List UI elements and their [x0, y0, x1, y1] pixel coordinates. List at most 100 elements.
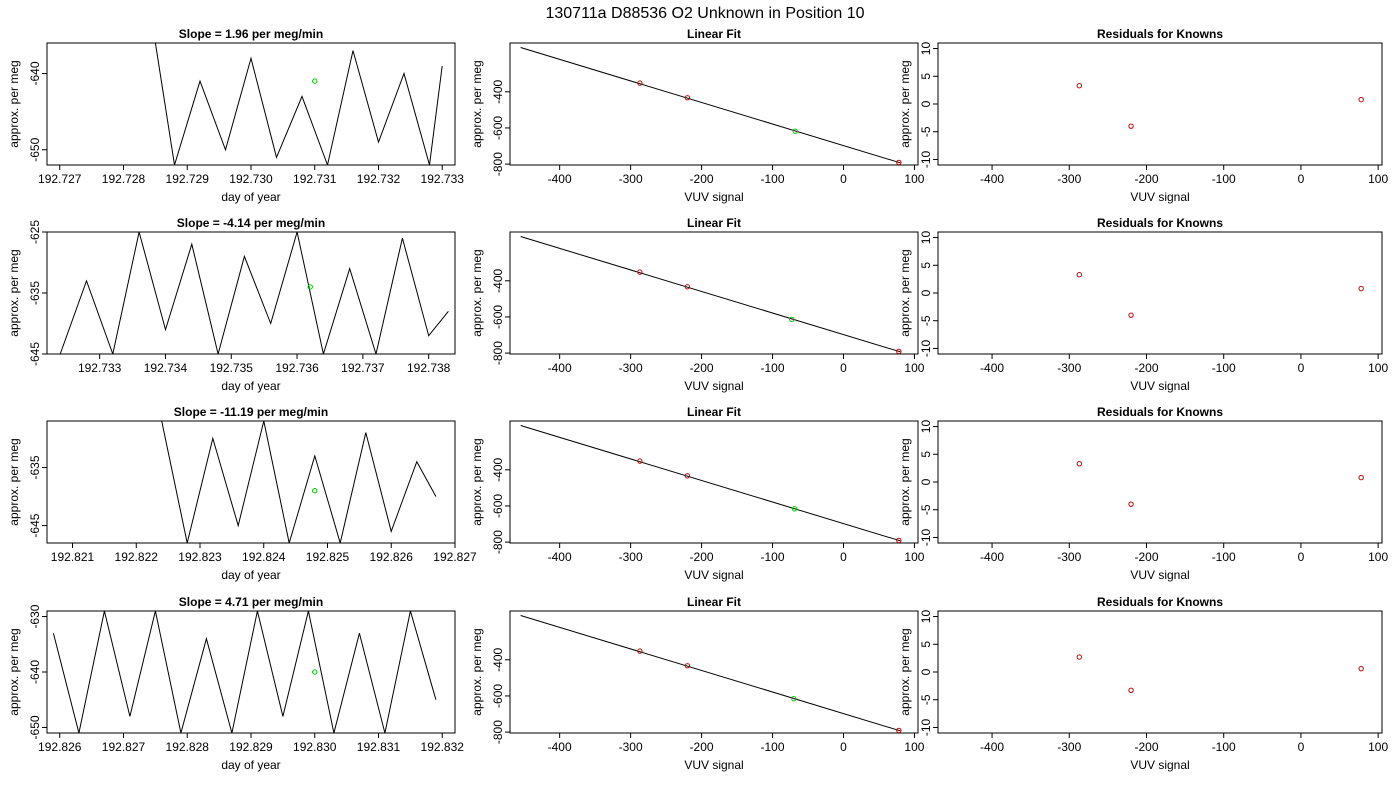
- plot-data: [520, 425, 902, 543]
- plot-data: [520, 615, 902, 733]
- x-tick-label: -400: [548, 172, 572, 186]
- plot-frame: [509, 231, 919, 355]
- x-tick-label: 0: [840, 361, 847, 375]
- x-tick-label: 100: [1368, 740, 1388, 754]
- y-tick-label: -625: [28, 220, 42, 244]
- plot-data: [52, 611, 437, 733]
- x-tick-label: 192.831: [357, 740, 401, 754]
- x-tick-label: -300: [619, 172, 643, 186]
- x-tick-label: -300: [619, 740, 643, 754]
- y-tick-label: -600: [491, 305, 505, 329]
- chart-panel-8: Linear Fit -400 -300 -200 -100 0 100 -400 -600 -8…: [470, 405, 925, 582]
- known-point: [637, 269, 643, 275]
- y-tick-label: -400: [491, 647, 505, 671]
- y-tick-label: 0: [919, 100, 933, 107]
- panel-title: Residuals for Knowns: [1097, 405, 1223, 419]
- y-axis-label: approx. per meg: [470, 249, 484, 336]
- x-tick-label: -400: [548, 361, 572, 375]
- x-tick-label: 192.730: [229, 172, 273, 186]
- panel-title: Slope = -11.19 per meg/min: [174, 405, 328, 419]
- y-tick-label: -10: [919, 339, 933, 357]
- x-tick-label: 100: [1368, 550, 1388, 564]
- x-tick-label: 192.734: [144, 361, 188, 375]
- y-tick-label: -645: [28, 342, 42, 366]
- x-tick-label: 192.821: [51, 550, 95, 564]
- y-tick-label: 10: [919, 610, 933, 624]
- plot-data: [1076, 461, 1364, 507]
- y-tick-label: -5: [919, 504, 933, 515]
- y-axis-label: approx. per meg: [898, 438, 912, 525]
- y-tick-label: -800: [491, 152, 505, 176]
- y-tick-label: 10: [919, 42, 933, 56]
- x-tick-label: -200: [1134, 172, 1158, 186]
- x-tick-label: 192.731: [293, 172, 337, 186]
- unknown-point: [312, 669, 318, 675]
- plot-frame: [937, 42, 1383, 166]
- known-point: [1358, 474, 1364, 481]
- unknown-point: [792, 128, 798, 134]
- y-tick-label: 10: [919, 231, 933, 245]
- x-tick-label: 192.733: [78, 361, 122, 375]
- known-point: [637, 648, 643, 654]
- plot-data: [1076, 654, 1364, 693]
- known-point: [1128, 687, 1134, 693]
- y-tick-label: -800: [491, 530, 505, 554]
- known-point: [1358, 96, 1364, 103]
- x-axis-label: VUV signal: [684, 190, 743, 204]
- x-tick-label: -100: [1212, 172, 1236, 186]
- y-tick-label: -10: [919, 150, 933, 168]
- y-tick-label: -630: [28, 604, 42, 628]
- plot-data: [154, 43, 443, 165]
- known-point: [684, 663, 691, 669]
- x-tick-label: 100: [1368, 172, 1388, 186]
- panel-title: Linear Fit: [687, 216, 741, 230]
- x-tick-label: -300: [1057, 361, 1081, 375]
- unknown-point: [791, 695, 797, 702]
- x-tick-label: 0: [840, 172, 847, 186]
- x-tick-label: 192.735: [210, 361, 254, 375]
- x-axis-label: day of year: [221, 758, 280, 772]
- plot-data: [1076, 83, 1364, 129]
- unknown-point: [312, 488, 318, 494]
- panel-title: Slope = 1.96 per meg/min: [179, 27, 323, 41]
- plot-frame: [509, 420, 919, 544]
- x-tick-label: -400: [548, 550, 572, 564]
- y-tick-label: -650: [28, 137, 42, 161]
- x-tick-label: -100: [761, 740, 785, 754]
- known-point: [896, 537, 902, 543]
- plot-data: [59, 232, 449, 354]
- fit-line: [520, 47, 901, 164]
- x-tick-label: 192.727: [38, 172, 82, 186]
- panel-title: Slope = -4.14 per meg/min: [177, 216, 325, 230]
- x-tick-label: 192.830: [293, 740, 337, 754]
- y-tick-label: -400: [491, 79, 505, 103]
- x-tick-label: -200: [690, 361, 714, 375]
- plot-frame: [46, 610, 456, 734]
- x-tick-label: 192.826: [38, 740, 82, 754]
- x-tick-label: -400: [980, 361, 1004, 375]
- y-axis-label: approx. per meg: [7, 438, 21, 525]
- x-tick-label: 192.826: [370, 550, 414, 564]
- x-tick-label: 192.829: [229, 740, 273, 754]
- x-tick-label: -300: [1057, 550, 1081, 564]
- x-axis-label: VUV signal: [684, 568, 743, 582]
- known-point: [896, 348, 902, 354]
- y-tick-label: -800: [491, 341, 505, 365]
- y-tick-label: 0: [919, 289, 933, 296]
- panel-title: Linear Fit: [687, 405, 741, 419]
- chart-panel-5: Linear Fit -400 -300 -200 -100 0 100 -400 -600 -8…: [470, 216, 925, 393]
- y-tick-label: -650: [28, 715, 42, 739]
- known-point: [896, 159, 902, 165]
- x-tick-label: 192.827: [433, 550, 477, 564]
- series-line: [161, 421, 437, 543]
- y-tick-label: -645: [28, 513, 42, 537]
- x-tick-label: 100: [1368, 361, 1388, 375]
- x-tick-label: 100: [904, 550, 924, 564]
- known-point: [1076, 83, 1083, 89]
- x-tick-label: 100: [904, 172, 924, 186]
- x-tick-label: 192.736: [275, 361, 319, 375]
- known-point: [1128, 501, 1134, 507]
- x-tick-label: 0: [1298, 550, 1305, 564]
- y-tick-label: -5: [919, 694, 933, 705]
- y-tick-label: 5: [919, 641, 933, 648]
